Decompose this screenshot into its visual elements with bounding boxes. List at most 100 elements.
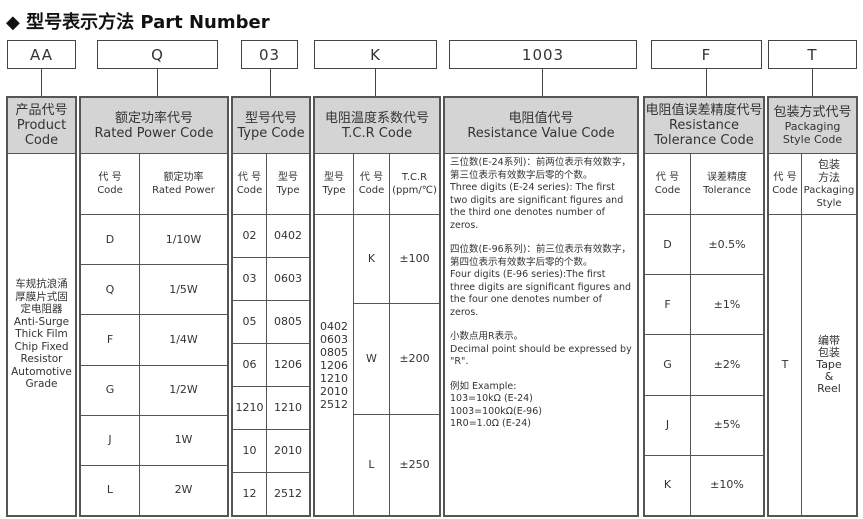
type-code: 10 (233, 430, 266, 473)
col-label: (ppm/℃) (392, 185, 437, 196)
header-en: Tolerance Code (654, 133, 754, 148)
tcr-types: 0402 0603 0805 1206 1210 2010 2512 (315, 215, 353, 515)
tcr-value: ±200 (390, 304, 439, 415)
col-label: 误差精度 (707, 172, 747, 183)
power-code: D (81, 215, 139, 266)
type-code: 06 (233, 344, 266, 387)
type-size: 1206 (267, 344, 309, 387)
type-size: 2512 (320, 397, 348, 411)
tcr-code: L (368, 458, 375, 471)
col-label: Type (276, 185, 300, 196)
table-column: ±0.5% ±1% ±2% ±5% ±10% (691, 215, 763, 515)
tcr-code: K (354, 215, 389, 304)
tolerance-header: 电阻值误差精度代号 Resistance Tolerance Code (645, 98, 763, 154)
tolerance-code: G (645, 335, 690, 396)
code-box-packaging: T (768, 40, 857, 69)
tolerance-code: D (645, 215, 690, 276)
packaging-code: T (781, 358, 789, 371)
header-cn: 产品代号 (15, 103, 68, 118)
connector (157, 69, 158, 96)
col-label: Code (358, 185, 385, 196)
header-cn: 包装方式代号 (773, 105, 852, 120)
col-label: T.C.R (401, 172, 428, 183)
power-code: L (106, 483, 114, 497)
type-code-group: 型号代号 Type Code 代 号 Code 型号 Type 02 03 05 06 12… (231, 96, 311, 517)
col-label: Code (97, 185, 123, 196)
desc-en: Three digits (E-24 series): The first tw… (450, 182, 624, 231)
power-code: F (81, 315, 139, 366)
packaging-style: & (824, 370, 834, 383)
connector (270, 69, 271, 96)
power-code: J (81, 416, 139, 466)
tolerance-code: F (645, 275, 690, 336)
type-header: 型号代号 Type Code (233, 98, 309, 154)
page-title: ◆ 型号表示方法 Part Number (6, 12, 270, 33)
connector (706, 69, 707, 96)
col-label: 代 号 (98, 172, 122, 183)
header-cn: 电阻温度系数代号 (324, 110, 429, 126)
col-label: Type (322, 185, 346, 196)
type-size: 1206 (320, 358, 348, 372)
rated-power-group: 额定功率代号 Rated Power Code 代 号 Code 额定功率 Rate… (79, 96, 229, 517)
product-desc: 定电阻器 (20, 303, 63, 316)
header-cn: 电阻值误差精度代号 (645, 103, 763, 118)
table-column: 0402 0603 0805 1206 1210 2010 2512 (267, 215, 309, 515)
col-label: Style (816, 198, 842, 209)
rated-power: 1/2W (140, 366, 227, 416)
header-cn: 额定功率代号 (114, 110, 193, 126)
col-label: 代 号 (359, 172, 384, 183)
code-box-tolerance: F (651, 40, 762, 69)
product-desc: Anti-Surge (13, 315, 70, 328)
type-code: 03 (233, 258, 266, 301)
resistance-header: 电阻值代号 Resistance Value Code (445, 98, 637, 154)
rated-power: 1/4W (140, 315, 227, 366)
header-en: Code (24, 133, 59, 148)
code-box-power: Q (97, 40, 218, 69)
connector (812, 69, 813, 96)
packaging-style: Reel (817, 382, 841, 395)
type-code: 12 (242, 487, 257, 500)
type-size: 1210 (320, 371, 348, 385)
packaging-header: 包装方式代号 Packaging Style Code (769, 98, 856, 154)
col-label: 型号 (324, 172, 344, 183)
type-code: 02 (233, 215, 266, 258)
table-column: ±100 ±200 ±250 (390, 215, 439, 515)
col-label: Code (654, 185, 681, 196)
type-size: 0805 (320, 345, 348, 359)
col-label: 代 号 (655, 172, 680, 183)
tcr-value: ±250 (399, 458, 430, 471)
connector (542, 69, 543, 96)
tolerance-value: ±2% (691, 335, 763, 396)
type-size: 2010 (320, 384, 348, 398)
product-desc: Thick Film (15, 328, 68, 341)
desc-cn: 三位数(E-24系列)：前两位表示有效数字，第三位表示有效数字后零的个数。 (450, 157, 631, 181)
type-code: 1210 (233, 387, 266, 430)
product-desc: Grade (25, 378, 58, 391)
table-column: 1/10W 1/5W 1/4W 1/2W 1W 2W (140, 215, 227, 515)
desc-en: Decimal point should be expressed by "R"… (450, 343, 632, 368)
packaging-style: 包装 (818, 346, 840, 359)
product-desc: 车规抗浪涌 (15, 278, 68, 291)
col-label: 方法 (818, 171, 840, 184)
code-box-type: 03 (241, 40, 298, 69)
power-code: Q (81, 265, 139, 316)
power-code: G (81, 366, 139, 416)
header-en: Resistance Value Code (467, 125, 615, 141)
connector (375, 69, 376, 96)
desc-cn: 小数点用R表示。 (450, 331, 524, 342)
type-size: 2010 (267, 430, 309, 473)
packaging-code-group: 包装方式代号 Packaging Style Code 代 号 Code 包装 方法… (767, 96, 858, 517)
tolerance-code: J (645, 396, 690, 456)
desc-cn: 四位数(E-96系列)：前三位表示有效数字，第四位表示有效数字后零的个数。 (450, 244, 631, 268)
rated-power: 1/10W (140, 215, 227, 266)
col-label: 额定功率 (163, 172, 204, 183)
rated-power: 2W (174, 483, 193, 497)
tcr-code-group: 电阻温度系数代号 T.C.R Code 型号 Type 代 号 Code T.C.R… (313, 96, 441, 517)
header-en: Product (16, 118, 67, 133)
example: 1R0=1.0Ω (E-24) (450, 418, 531, 429)
product-desc: Resistor (20, 353, 63, 366)
product-desc: 厚膜片式固 (15, 290, 68, 303)
